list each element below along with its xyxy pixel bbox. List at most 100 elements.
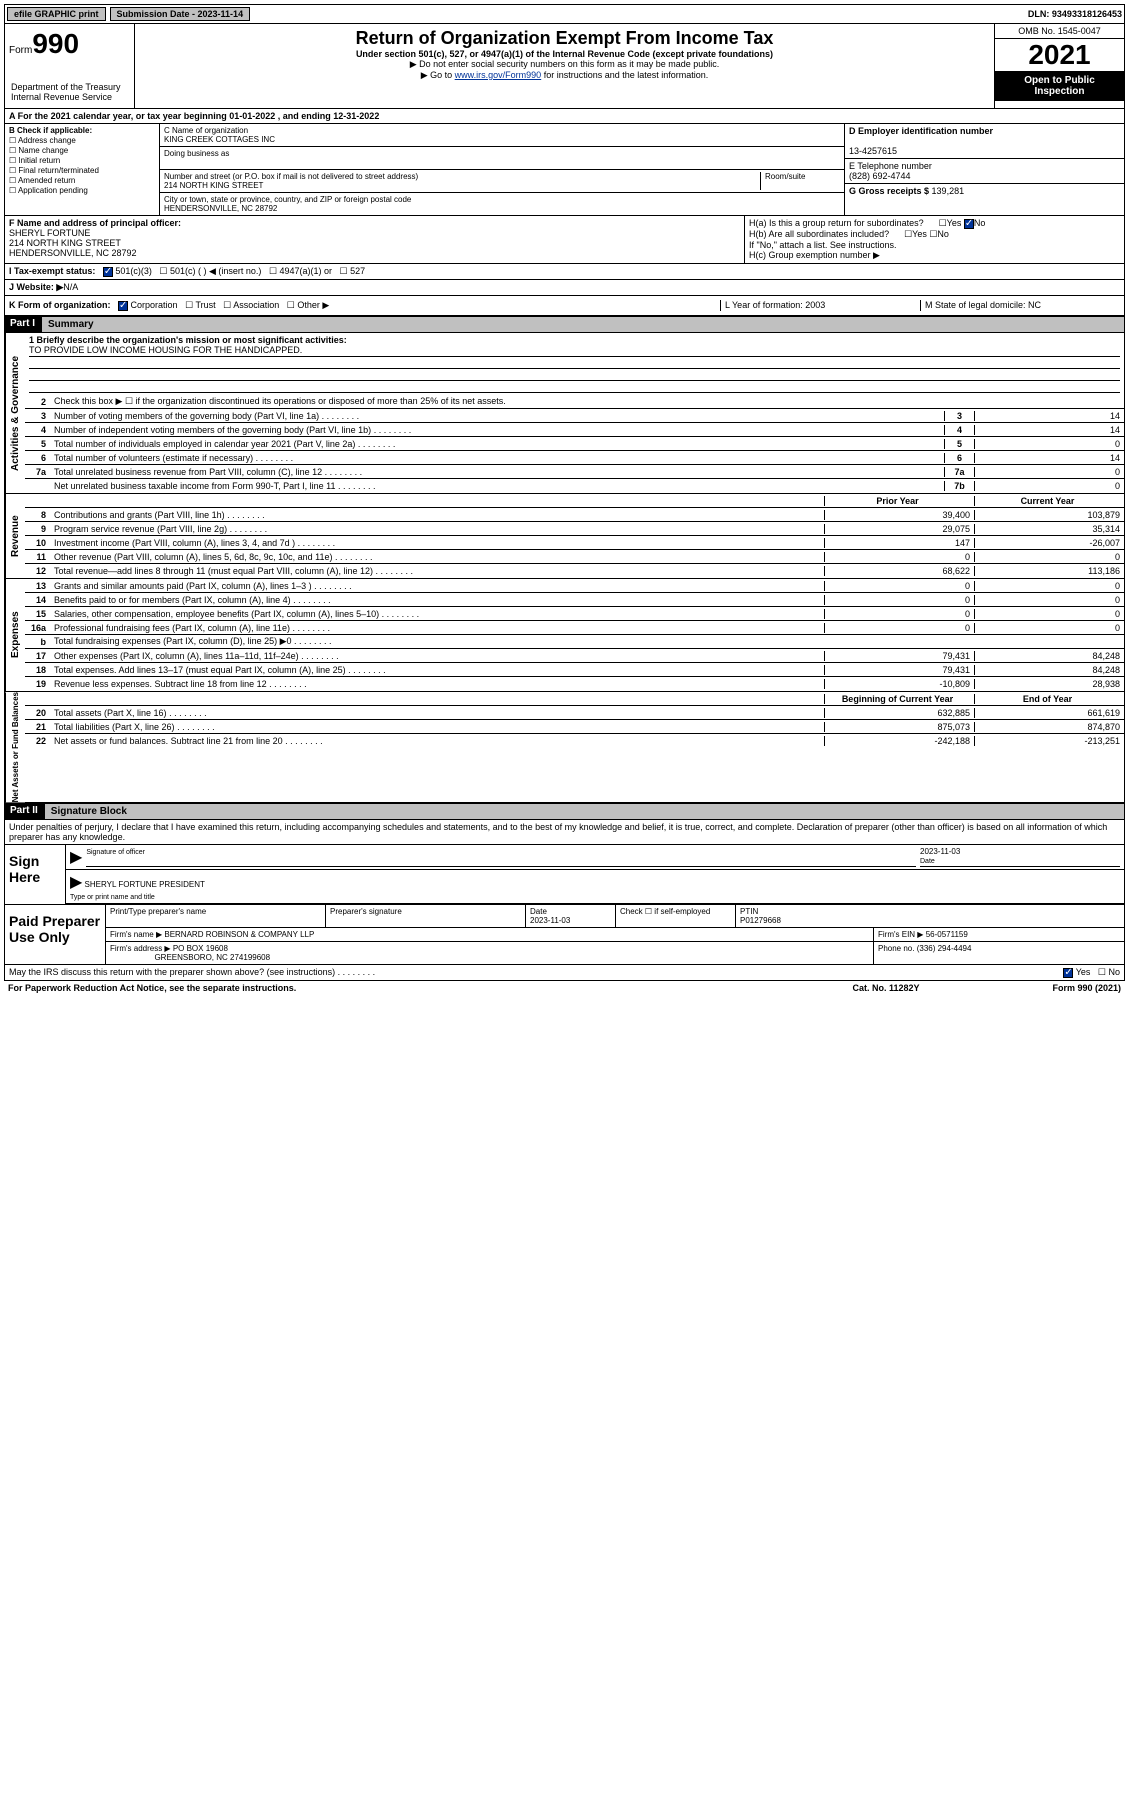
current-year-value: 0 xyxy=(974,552,1124,562)
form-id: Form 990 (2021) xyxy=(1052,983,1121,993)
line-desc: Net assets or fund balances. Subtract li… xyxy=(50,735,824,747)
prior-year-value: 0 xyxy=(824,552,974,562)
line-desc: Program service revenue (Part VIII, line… xyxy=(50,523,824,535)
note-link: ▶ Go to www.irs.gov/Form990 for instruct… xyxy=(139,70,990,81)
dba-label: Doing business as xyxy=(164,149,229,158)
gross-label: G Gross receipts $ xyxy=(849,186,932,196)
current-year-value: 84,248 xyxy=(974,651,1124,661)
ein-label: D Employer identification number xyxy=(849,126,993,136)
firm-phone: (336) 294-4494 xyxy=(917,944,972,953)
prior-year-value: 0 xyxy=(824,623,974,633)
efile-button[interactable]: efile GRAPHIC print xyxy=(7,7,106,21)
ha-no-checked[interactable] xyxy=(964,219,974,229)
vlabel-gov: Activities & Governance xyxy=(5,333,25,493)
current-year-value: 0 xyxy=(974,623,1124,633)
prior-year-value: 632,885 xyxy=(824,708,974,718)
paperwork-notice: For Paperwork Reduction Act Notice, see … xyxy=(8,983,852,993)
line-desc: Salaries, other compensation, employee b… xyxy=(50,608,824,620)
current-year-value: 0 xyxy=(974,609,1124,619)
part2-title: Signature Block xyxy=(44,803,1125,820)
prior-year-value: 79,431 xyxy=(824,665,974,675)
q1-value: TO PROVIDE LOW INCOME HOUSING FOR THE HA… xyxy=(29,345,1120,357)
line-desc: Other expenses (Part IX, column (A), lin… xyxy=(50,650,824,662)
part1-header-row: Part I Summary xyxy=(4,316,1125,333)
prior-year-value: 147 xyxy=(824,538,974,548)
form-header: Form990 Department of the Treasury Inter… xyxy=(4,24,1125,109)
col-b-label: B Check if applicable: xyxy=(9,126,92,135)
prior-year-value: 68,622 xyxy=(824,566,974,576)
officer-addr2: HENDERSONVILLE, NC 28792 xyxy=(9,248,137,258)
line-desc: Number of voting members of the governin… xyxy=(50,410,944,422)
open-public-badge: Open to Public Inspection xyxy=(995,71,1124,101)
check-address[interactable]: ☐ Address change xyxy=(9,136,155,145)
check-final[interactable]: ☐ Final return/terminated xyxy=(9,166,155,175)
line-desc: Number of independent voting members of … xyxy=(50,424,944,436)
cat-number: Cat. No. 11282Y xyxy=(852,983,1052,993)
boy-header: Beginning of Current Year xyxy=(824,694,974,704)
check-pending[interactable]: ☐ Application pending xyxy=(9,186,155,195)
paid-preparer-label: Paid Preparer Use Only xyxy=(5,905,105,964)
check-amended[interactable]: ☐ Amended return xyxy=(9,176,155,185)
current-year-value: 0 xyxy=(974,595,1124,605)
may-irs-yes[interactable] xyxy=(1063,968,1073,978)
current-year-value: 103,879 xyxy=(974,510,1124,520)
prior-year-value: -242,188 xyxy=(824,736,974,746)
org-name: KING CREEK COTTAGES INC xyxy=(164,135,275,144)
firm-addr1: PO BOX 19608 xyxy=(173,944,228,953)
ein-value: 13-4257615 xyxy=(849,146,897,156)
part1-title: Summary xyxy=(41,316,1125,333)
firm-addr2: GREENSBORO, NC 274199608 xyxy=(154,953,270,962)
top-bar: efile GRAPHIC print Submission Date - 20… xyxy=(4,4,1125,24)
row-fgh: F Name and address of principal officer:… xyxy=(4,216,1125,264)
check-initial[interactable]: ☐ Initial return xyxy=(9,156,155,165)
arrow-icon: ▶ xyxy=(70,847,82,867)
check-name[interactable]: ☐ Name change xyxy=(9,146,155,155)
line-desc: Total number of volunteers (estimate if … xyxy=(50,452,944,464)
line-value: 14 xyxy=(974,425,1124,435)
line-value: 14 xyxy=(974,453,1124,463)
q2-text: Check this box ▶ ☐ if the organization d… xyxy=(50,395,1124,408)
line-desc: Other revenue (Part VIII, column (A), li… xyxy=(50,551,824,563)
row-k: K Form of organization: Corporation ☐ Tr… xyxy=(4,296,1125,316)
org-name-label: C Name of organization xyxy=(164,126,248,135)
current-year-value: 35,314 xyxy=(974,524,1124,534)
city-value: HENDERSONVILLE, NC 28792 xyxy=(164,204,277,213)
line-desc: Investment income (Part VIII, column (A)… xyxy=(50,537,824,549)
line-value: 0 xyxy=(974,467,1124,477)
line-value: 0 xyxy=(974,481,1124,491)
line-desc: Professional fundraising fees (Part IX, … xyxy=(50,622,824,634)
check-corp[interactable] xyxy=(118,301,128,311)
prior-year-value: -10,809 xyxy=(824,679,974,689)
line-value: 14 xyxy=(974,411,1124,421)
part2-header-row: Part II Signature Block xyxy=(4,803,1125,820)
officer-name: SHERYL FORTUNE xyxy=(9,228,90,238)
line-desc: Total number of individuals employed in … xyxy=(50,438,944,450)
part1-header: Part I xyxy=(4,316,41,333)
check-501c3[interactable] xyxy=(103,267,113,277)
vlabel-net: Net Assets or Fund Balances xyxy=(5,692,25,802)
officer-printed: SHERYL FORTUNE PRESIDENT xyxy=(85,880,205,889)
prior-year-value: 0 xyxy=(824,609,974,619)
submission-date: Submission Date - 2023-11-14 xyxy=(110,7,251,21)
addr-label: Number and street (or P.O. box if mail i… xyxy=(164,172,418,181)
year-formation: L Year of formation: 2003 xyxy=(720,300,920,311)
state-domicile: M State of legal domicile: NC xyxy=(920,300,1120,311)
firm-name: BERNARD ROBINSON & COMPANY LLP xyxy=(164,930,314,939)
prior-year-value: 29,075 xyxy=(824,524,974,534)
prior-year-value: 0 xyxy=(824,581,974,591)
officer-addr1: 214 NORTH KING STREET xyxy=(9,238,121,248)
signature-block: Under penalties of perjury, I declare th… xyxy=(4,820,1125,965)
form-title: Return of Organization Exempt From Incom… xyxy=(139,28,990,49)
part1-netassets: Net Assets or Fund Balances Beginning of… xyxy=(4,692,1125,803)
irs-link[interactable]: www.irs.gov/Form990 xyxy=(455,70,542,80)
line-desc: Net unrelated business taxable income fr… xyxy=(50,480,944,492)
prior-year-value: 875,073 xyxy=(824,722,974,732)
part1-governance: Activities & Governance 1 Briefly descri… xyxy=(4,333,1125,494)
tax-year: 2021 xyxy=(995,39,1124,71)
declaration-text: Under penalties of perjury, I declare th… xyxy=(5,820,1124,844)
form-label: Form xyxy=(9,45,32,56)
part1-expenses: Expenses 13Grants and similar amounts pa… xyxy=(4,579,1125,692)
form-subtitle: Under section 501(c), 527, or 4947(a)(1)… xyxy=(139,49,990,59)
row-i: I Tax-exempt status: 501(c)(3) ☐ 501(c) … xyxy=(4,264,1125,280)
prior-year-value: 79,431 xyxy=(824,651,974,661)
